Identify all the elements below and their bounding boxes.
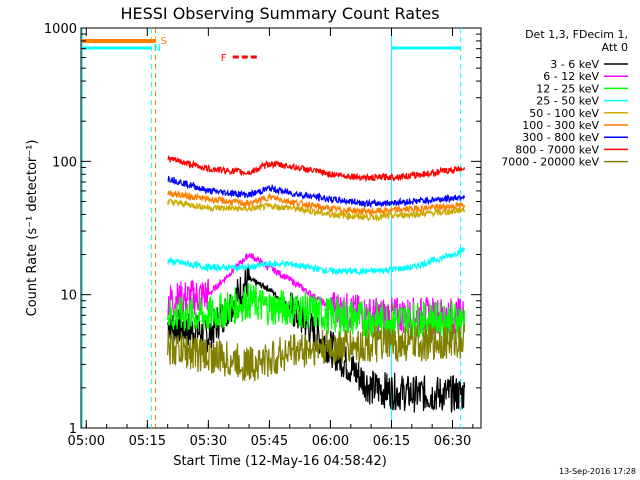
legend-header: Det 1,3, FDecim 1,: [525, 28, 628, 41]
legend-header-att: Att 0: [602, 41, 628, 54]
legend-entry-label: 100 - 300 keV: [522, 119, 599, 132]
y-tick-label: 100: [52, 155, 77, 170]
x-tick-label: 06:30: [434, 434, 471, 449]
flags-group: SN F: [82, 36, 461, 64]
legend-entry-label: 7000 - 20000 keV: [501, 156, 599, 169]
series-line: [167, 198, 466, 222]
y-axis-label: Count Rate (s⁻¹ detector⁻¹): [25, 140, 40, 317]
series-line: [167, 246, 466, 277]
legend-entry-label: 50 - 100 keV: [529, 107, 599, 120]
series-line: [167, 189, 466, 217]
series-group: [167, 155, 466, 413]
flag-s-label: S: [160, 36, 166, 47]
plot-frame: [80, 27, 482, 429]
x-tick-label: 05:30: [190, 434, 227, 449]
x-tick-label: 06:00: [312, 434, 349, 449]
x-tick-label: 05:00: [68, 434, 105, 449]
x-axis-label: Start Time (12-May-16 04:58:42): [173, 454, 387, 469]
x-tick-label: 06:15: [373, 434, 410, 449]
legend-entry-label: 3 - 6 keV: [550, 58, 599, 71]
flag-f-label: F: [221, 53, 227, 64]
vertical-markers: [81, 28, 462, 428]
series-line: [167, 175, 466, 209]
legend-entry-label: 25 - 50 keV: [536, 95, 599, 108]
legend-entry-label: 300 - 800 keV: [522, 131, 599, 144]
series-line: [167, 283, 466, 339]
chart-title: HESSI Observing Summary Count Rates: [120, 4, 439, 23]
series-line: [167, 323, 466, 382]
footer-date: 13-Sep-2016 17:28: [559, 467, 636, 476]
legend-entry-label: 6 - 12 keV: [543, 70, 599, 83]
y-tick-label: 1000: [44, 22, 77, 37]
series-line: [167, 155, 466, 183]
x-tick-label: 05:45: [251, 434, 288, 449]
x-tick-label: 05:15: [129, 434, 166, 449]
axis-group: 05:00 05:15 05:30 05:45 06:00 06:15 06:30 1 10 10…: [44, 22, 481, 449]
y-tick-label: 1: [69, 422, 77, 437]
legend-entry-label: 800 - 7000 keV: [515, 143, 599, 156]
flag-n-label: N: [153, 43, 160, 54]
legend-entry-label: 12 - 25 keV: [536, 82, 599, 95]
y-tick-label: 10: [60, 289, 77, 304]
